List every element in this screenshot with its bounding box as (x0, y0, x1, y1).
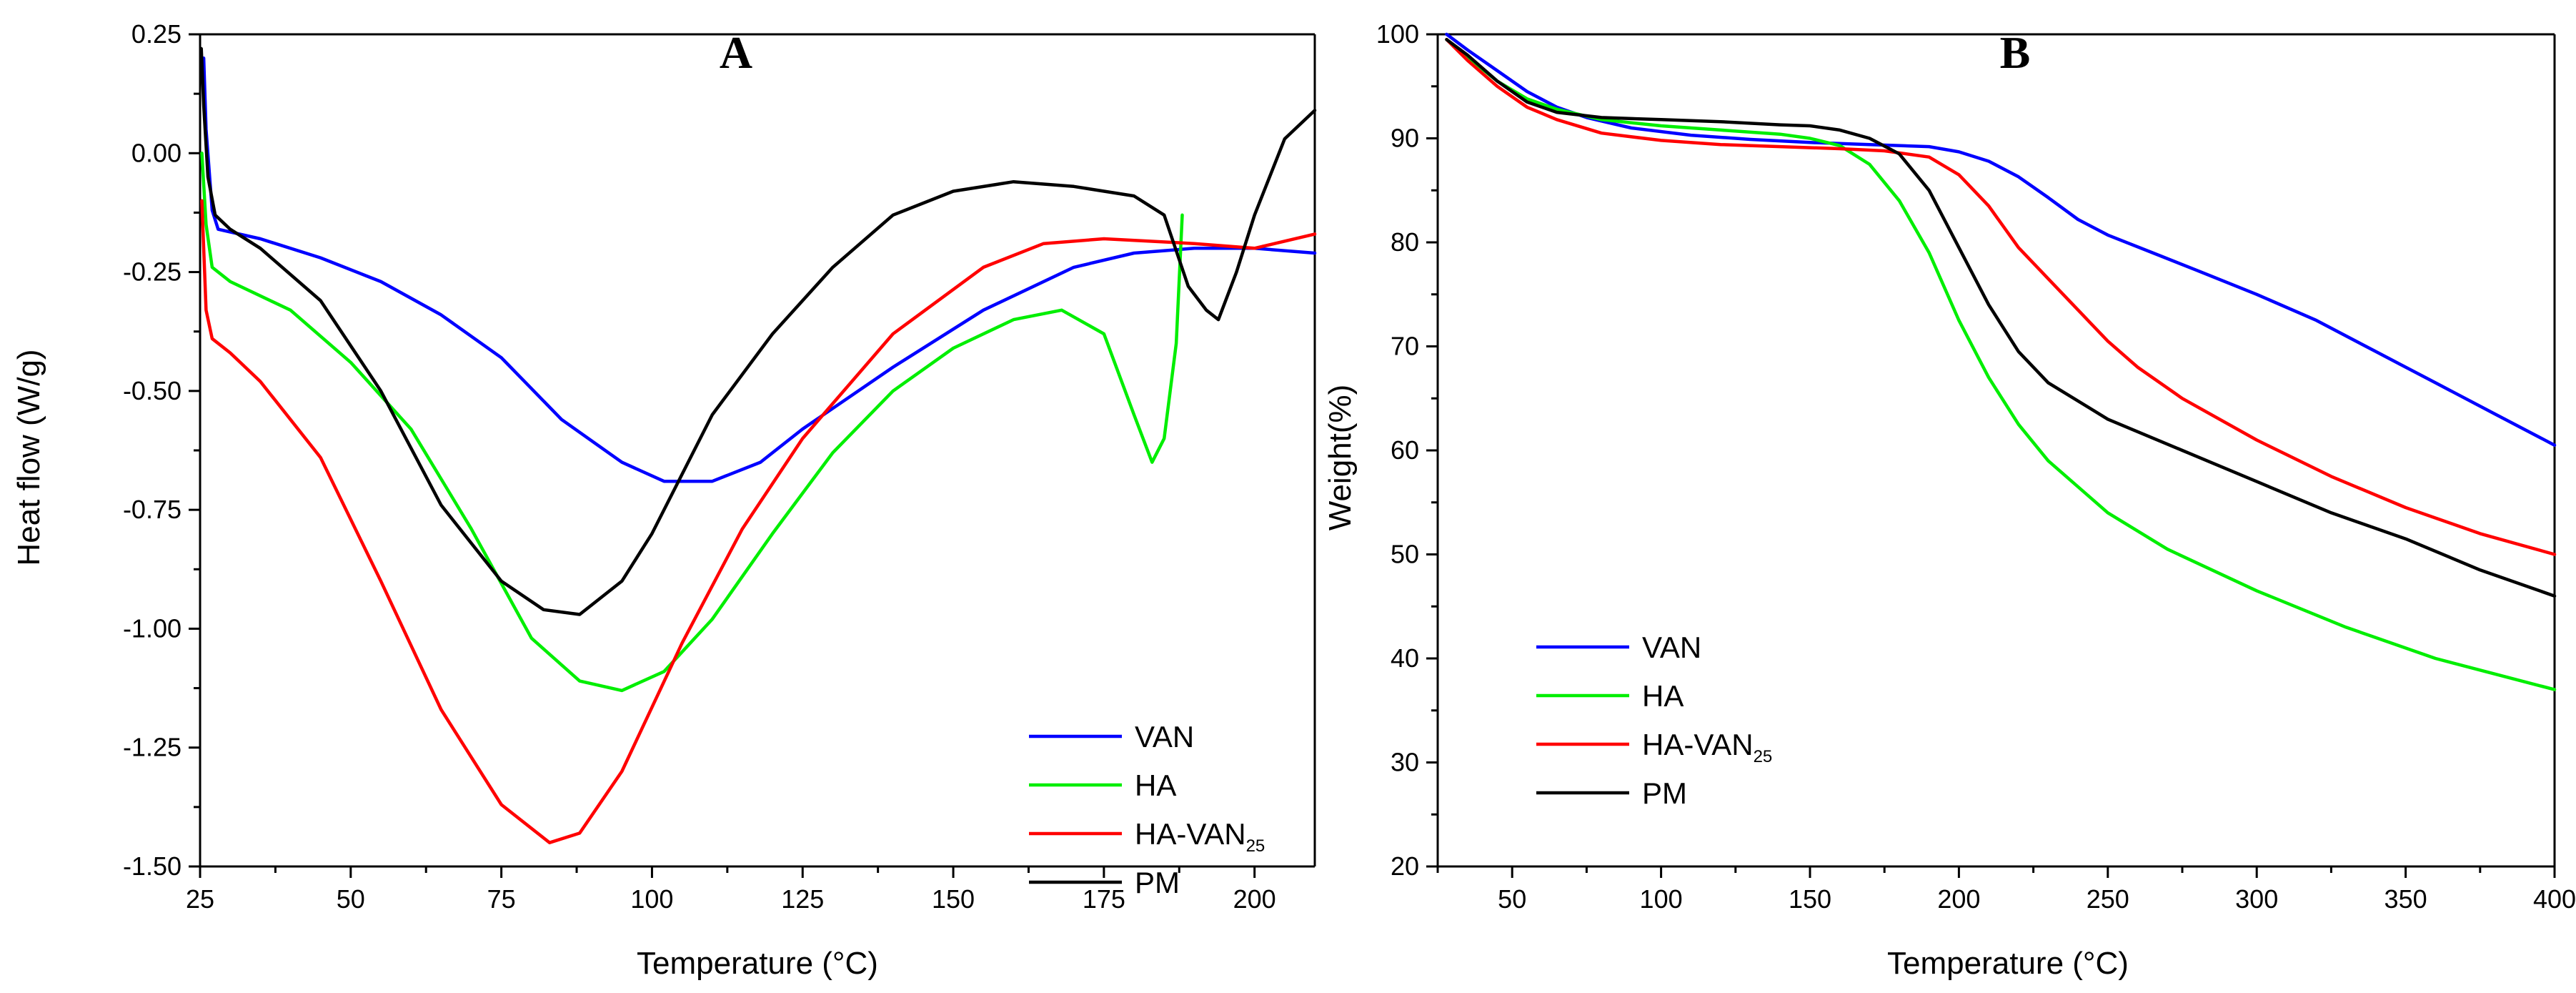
panel-b-legend-label: VAN (1642, 631, 1701, 664)
panel-b-y-tick-label: 40 (1391, 643, 1419, 673)
panel-b-y-tick-label: 50 (1391, 540, 1419, 569)
panel-a-series-lines (199, 46, 1317, 844)
panel-a-legend-label: VAN (1135, 720, 1194, 754)
panel-a-legend: VAN HA HA-VAN25 PM (1029, 720, 1265, 899)
panel-b-legend: VAN HA HA-VAN25 PM (1536, 631, 1772, 810)
panel-b-x-tick-label: 400 (2533, 884, 2576, 914)
panel-a-legend-label: HA-VAN25 (1135, 817, 1265, 856)
panel-b-x-tick-label: 50 (1498, 884, 1526, 914)
panel-b-weight-chart: 50 100 150 200 250 300 350 400 20 30 40 50 60 70 80 90 1… (1323, 19, 2576, 981)
panel-a-y-tick-label: -1.50 (123, 851, 181, 881)
panel-a-y-tick-label: 0.00 (131, 138, 181, 167)
panel-b-y-tick-label: 20 (1391, 851, 1419, 881)
panel-a-y-tick-label: -1.25 (123, 733, 181, 762)
panel-a-x-tick-label: 125 (781, 884, 824, 914)
panel-b-y-tick-label: 60 (1391, 435, 1419, 465)
panel-b-x-tick-label: 300 (2235, 884, 2278, 914)
panel-a-x-axis-title: Temperature (°C) (637, 946, 878, 981)
panel-a-y-axis-title: Heat flow (W/g) (11, 349, 46, 565)
panel-a-legend-label: HA (1135, 769, 1176, 802)
panel-b-y-tick-label: 30 (1391, 748, 1419, 777)
panel-a-y-tick-label: -0.75 (123, 495, 181, 524)
panel-a-x-tick-label: 100 (630, 884, 673, 914)
panel-b-legend-label: HA (1642, 679, 1684, 713)
panel-a-y-tick-label: -1.00 (123, 613, 181, 643)
panel-a-x-tick-label: 25 (186, 884, 214, 914)
panel-a-legend-subscript: 25 (1246, 836, 1265, 856)
panel-b-legend-label: PM (1642, 776, 1687, 810)
panel-a-tick-labels: 25 50 75 100 125 150 175 200 0.25 0.00 -0.25 -0.50 -… (123, 19, 1276, 914)
panel-a-x-tick-label: 150 (932, 884, 975, 914)
panel-b-series-ha-line (1445, 38, 2557, 691)
panel-b-series-van-line (1445, 32, 2557, 447)
panel-b-y-tick-label: 100 (1376, 19, 1419, 49)
panel-b-y-axis-title: Weight(%) (1323, 385, 1358, 531)
panel-a-title: A (720, 27, 752, 78)
panel-a-series-ha-line (200, 152, 1184, 693)
panel-b-series-lines (1445, 32, 2557, 691)
panel-b-legend-label: HA-VAN25 (1642, 728, 1772, 766)
panel-b-y-tick-label: 70 (1391, 332, 1419, 361)
panel-a-heat-flow-chart: 25 50 75 100 125 150 175 200 0.25 0.00 -0.25 -0.50 -… (11, 19, 1317, 981)
panel-b-tick-labels: 50 100 150 200 250 300 350 400 20 30 40 50 60 70 80 90 1… (1376, 19, 2576, 914)
panel-a-x-tick-label: 75 (487, 884, 516, 914)
panel-b-x-tick-label: 150 (1789, 884, 1831, 914)
panel-a-x-tick-label: 50 (337, 884, 365, 914)
panel-b-y-tick-label: 80 (1391, 227, 1419, 257)
panel-b-x-axis-title: Temperature (°C) (1887, 946, 2129, 981)
panel-b-series-pm-line (1445, 38, 2557, 598)
panel-a-ticks (189, 33, 1256, 878)
panel-a-y-tick-label: 0.25 (131, 19, 181, 49)
panel-b-x-tick-label: 250 (2087, 884, 2129, 914)
panel-a-series-pm-line (199, 46, 1317, 616)
panel-b-title: B (2000, 27, 2031, 78)
panel-b-y-tick-label: 90 (1391, 124, 1419, 153)
panel-b-legend-subscript: 25 (1754, 747, 1773, 766)
panel-a-y-tick-label: -0.50 (123, 376, 181, 405)
panel-a-legend-label: PM (1135, 866, 1180, 899)
panel-b-ticks (1426, 33, 2556, 878)
panel-a-y-tick-label: -0.25 (123, 257, 181, 287)
panel-a-x-tick-label: 175 (1083, 884, 1125, 914)
panel-a-series-van-line (202, 56, 1317, 483)
panel-a-x-tick-label: 200 (1233, 884, 1276, 914)
panel-a-series-ha-van25-line (200, 199, 1317, 844)
panel-b-x-tick-label: 100 (1640, 884, 1683, 914)
panel-b-x-tick-label: 200 (1937, 884, 1980, 914)
panel-b-x-tick-label: 350 (2384, 884, 2427, 914)
panel-b-series-ha-van25-line (1445, 38, 2557, 556)
